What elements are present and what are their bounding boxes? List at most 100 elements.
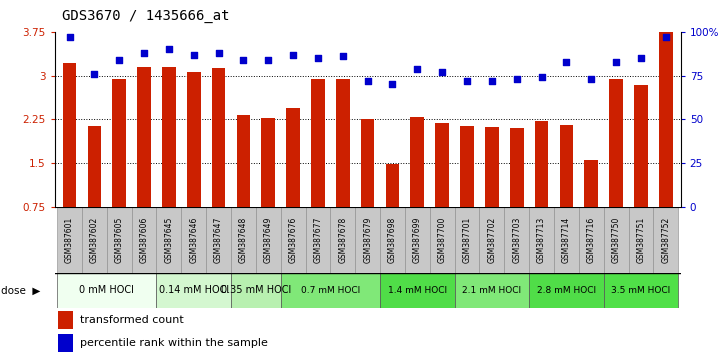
Bar — [361, 120, 374, 207]
Bar — [63, 63, 76, 207]
Bar — [231, 207, 256, 273]
Text: GSM387714: GSM387714 — [562, 217, 571, 263]
Point — [362, 78, 373, 84]
Bar — [57, 273, 157, 308]
Point — [561, 59, 572, 64]
Point — [237, 57, 249, 63]
Text: GSM387601: GSM387601 — [65, 217, 74, 263]
Point — [585, 76, 597, 82]
Text: 0.14 mM HOCl: 0.14 mM HOCl — [159, 285, 229, 295]
Text: GSM387679: GSM387679 — [363, 217, 372, 263]
Point — [411, 66, 423, 72]
Point — [163, 47, 175, 52]
Text: transformed count: transformed count — [79, 315, 183, 325]
Text: GSM387750: GSM387750 — [612, 217, 620, 263]
Bar — [480, 207, 505, 273]
Point — [387, 82, 398, 87]
Bar — [380, 273, 454, 308]
Bar — [560, 125, 573, 207]
Point — [337, 53, 349, 59]
Text: 2.1 mM HOCl: 2.1 mM HOCl — [462, 286, 521, 295]
Point — [114, 57, 125, 63]
Point — [536, 75, 547, 80]
Text: GDS3670 / 1435666_at: GDS3670 / 1435666_at — [62, 9, 229, 23]
Bar — [157, 207, 181, 273]
Text: 2.8 mM HOCl: 2.8 mM HOCl — [537, 286, 596, 295]
Point — [462, 78, 473, 84]
Bar — [628, 207, 653, 273]
Bar — [206, 207, 231, 273]
Point — [660, 34, 672, 40]
Bar — [212, 68, 226, 207]
Point — [188, 52, 199, 57]
Text: dose  ▶: dose ▶ — [1, 285, 41, 295]
Bar — [505, 207, 529, 273]
Bar — [58, 334, 74, 352]
Text: GSM387699: GSM387699 — [413, 217, 422, 263]
Text: GSM387648: GSM387648 — [239, 217, 248, 263]
Bar — [286, 108, 300, 207]
Text: GSM387647: GSM387647 — [214, 217, 223, 263]
Point — [635, 55, 646, 61]
Point — [138, 50, 150, 56]
Text: GSM387700: GSM387700 — [438, 217, 447, 263]
Text: GSM387678: GSM387678 — [339, 217, 347, 263]
Bar — [311, 79, 325, 207]
Text: GSM387605: GSM387605 — [115, 217, 124, 263]
Bar — [585, 160, 598, 207]
Text: GSM387716: GSM387716 — [587, 217, 596, 263]
Text: GSM387702: GSM387702 — [487, 217, 496, 263]
Text: GSM387602: GSM387602 — [90, 217, 99, 263]
Bar — [609, 79, 623, 207]
Bar — [604, 207, 628, 273]
Bar — [58, 311, 74, 329]
Bar — [634, 85, 648, 207]
Bar — [237, 115, 250, 207]
Text: GSM387703: GSM387703 — [513, 217, 521, 263]
Text: GSM387646: GSM387646 — [189, 217, 198, 263]
Bar — [132, 207, 157, 273]
Bar — [460, 126, 474, 207]
Bar — [107, 207, 132, 273]
Bar — [529, 207, 554, 273]
Bar — [137, 67, 151, 207]
Bar — [157, 273, 231, 308]
Text: 0.7 mM HOCl: 0.7 mM HOCl — [301, 286, 360, 295]
Bar — [386, 164, 400, 207]
Bar — [380, 207, 405, 273]
Bar — [281, 207, 306, 273]
Bar — [162, 67, 175, 207]
Point — [213, 50, 224, 56]
Bar — [454, 207, 480, 273]
Bar — [529, 273, 604, 308]
Text: GSM387676: GSM387676 — [288, 217, 298, 263]
Bar — [331, 207, 355, 273]
Point — [486, 78, 498, 84]
Bar — [510, 128, 523, 207]
Point — [312, 55, 324, 61]
Point — [89, 71, 100, 77]
Bar — [405, 207, 430, 273]
Point — [63, 34, 75, 40]
Bar — [181, 207, 206, 273]
Point — [262, 57, 274, 63]
Bar — [82, 207, 107, 273]
Bar — [355, 207, 380, 273]
Text: GSM387698: GSM387698 — [388, 217, 397, 263]
Text: GSM387713: GSM387713 — [537, 217, 546, 263]
Bar — [604, 273, 678, 308]
Text: GSM387751: GSM387751 — [636, 217, 646, 263]
Bar — [579, 207, 604, 273]
Text: 0.35 mM HOCl: 0.35 mM HOCl — [221, 285, 291, 295]
Point — [511, 76, 523, 82]
Text: GSM387752: GSM387752 — [661, 217, 670, 263]
Text: GSM387649: GSM387649 — [264, 217, 273, 263]
Text: 0 mM HOCl: 0 mM HOCl — [79, 285, 134, 295]
Bar — [535, 121, 548, 207]
Bar — [659, 32, 673, 207]
Text: percentile rank within the sample: percentile rank within the sample — [79, 338, 267, 348]
Bar — [653, 207, 678, 273]
Bar — [112, 79, 126, 207]
Bar — [281, 273, 380, 308]
Bar — [57, 207, 82, 273]
